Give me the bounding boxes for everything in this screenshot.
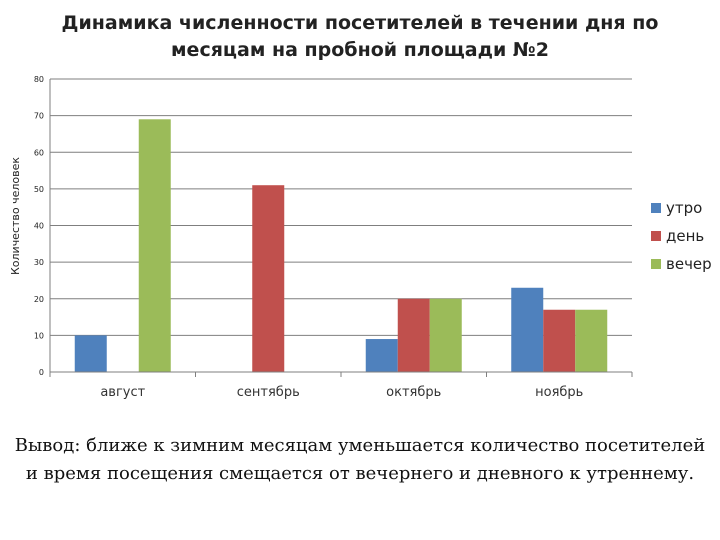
y-tick-label: 20 <box>34 295 44 304</box>
bar-ноябрь-день <box>543 309 576 372</box>
bar-октябрь-вечер <box>429 298 462 372</box>
y-tick-label: 40 <box>34 222 44 231</box>
y-axis-label: Количество человек <box>9 157 22 275</box>
y-tick-label: 60 <box>34 148 44 157</box>
bar-ноябрь-утро <box>511 287 544 372</box>
y-tick-label: 80 <box>34 75 44 84</box>
bar-layer <box>74 119 608 372</box>
legend-label: вечер <box>666 255 712 273</box>
legend-swatch-утро <box>651 203 661 213</box>
x-tick-label: октябрь <box>386 385 441 400</box>
bar-октябрь-утро <box>365 339 398 372</box>
y-tick-label: 30 <box>34 258 44 267</box>
y-tick-label: 50 <box>34 185 44 194</box>
grid-layer <box>50 78 632 336</box>
bar-август-вечер <box>138 119 171 372</box>
legend-swatch-вечер <box>651 259 661 269</box>
conclusion-text: Вывод: ближе к зимним месяцам уменьшаетс… <box>14 435 706 484</box>
x-tick-label: сентябрь <box>237 385 300 400</box>
bar-chart: 0 10 20 30 40 50 60 70 80 август сентябрь октябрь но… <box>9 75 712 400</box>
bar-август-утро <box>74 335 107 372</box>
bar-сентябрь-день <box>252 185 285 372</box>
x-tick-label: август <box>100 385 145 400</box>
chart-title: Динамика численности посетителей в течен… <box>60 10 660 64</box>
legend-label: утро <box>666 199 702 217</box>
bar-октябрь-день <box>397 298 430 372</box>
chart-title-line-1: Динамика численности посетителей в течен… <box>61 12 659 34</box>
bar-ноябрь-вечер <box>575 309 608 372</box>
legend-label: день <box>666 227 704 245</box>
y-tick-label: 0 <box>39 368 44 377</box>
legend-swatch-день <box>651 231 661 241</box>
chart-title-line-2: месяцам на пробной площади №2 <box>171 39 549 61</box>
y-tick-label: 10 <box>34 331 44 340</box>
legend: утро день вечер <box>651 199 712 273</box>
x-tick-label: ноябрь <box>535 385 583 400</box>
axis-layer: 0 10 20 30 40 50 60 70 80 август сентябрь октябрь но… <box>34 75 633 400</box>
y-tick-label: 70 <box>34 112 44 121</box>
